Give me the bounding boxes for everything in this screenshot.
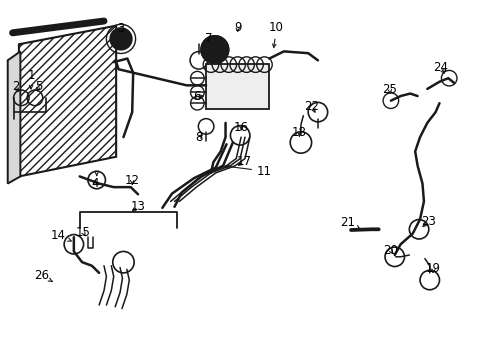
Text: 3: 3 [117, 22, 124, 35]
Text: 24: 24 [433, 61, 448, 74]
Text: 15: 15 [76, 226, 91, 239]
Text: 9: 9 [234, 21, 242, 33]
Text: 8: 8 [195, 131, 202, 144]
Bar [206, 64, 270, 109]
Text: 26: 26 [34, 269, 52, 282]
Text: 17: 17 [237, 155, 251, 168]
Text: 13: 13 [131, 200, 146, 213]
Text: 11: 11 [226, 165, 272, 177]
Text: 18: 18 [292, 126, 307, 139]
Text: 22: 22 [305, 100, 319, 113]
Text: 16: 16 [234, 121, 248, 134]
Circle shape [201, 36, 228, 63]
Text: 5: 5 [35, 80, 42, 93]
Text: 12: 12 [124, 174, 140, 187]
Text: 14: 14 [50, 229, 72, 242]
Text: 25: 25 [383, 84, 397, 96]
Text: 23: 23 [421, 215, 436, 228]
Text: 21: 21 [341, 216, 360, 229]
Polygon shape [8, 51, 21, 184]
Text: 10: 10 [269, 21, 284, 48]
Text: 6: 6 [193, 90, 203, 103]
Text: 20: 20 [384, 244, 398, 257]
Text: 1: 1 [27, 69, 35, 89]
Text: 19: 19 [426, 262, 441, 275]
Circle shape [110, 28, 132, 50]
Text: 2: 2 [12, 80, 19, 93]
Text: 7: 7 [205, 32, 212, 51]
Text: 4: 4 [92, 177, 99, 190]
